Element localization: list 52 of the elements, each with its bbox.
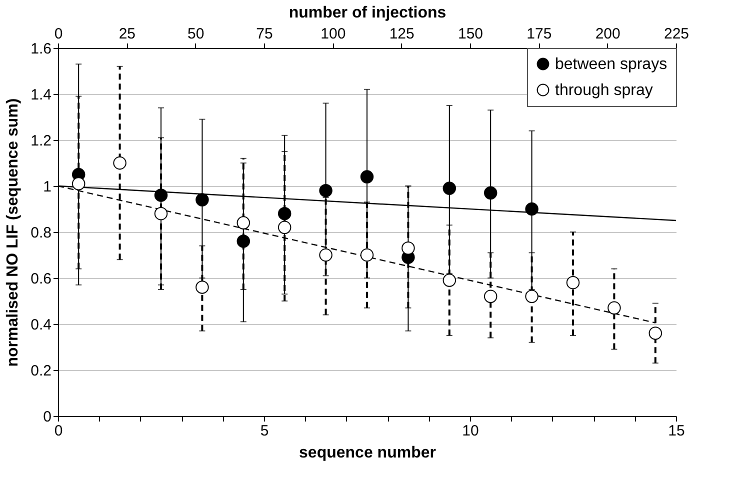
point bbox=[360, 170, 374, 184]
point bbox=[484, 186, 498, 200]
x-tick-label: 10 bbox=[462, 422, 479, 440]
point bbox=[236, 216, 250, 230]
x2-tick-label: 50 bbox=[187, 26, 204, 42]
point bbox=[236, 234, 250, 248]
legend-label: through spray bbox=[555, 82, 653, 99]
point bbox=[154, 206, 168, 220]
x-tick-label: 0 bbox=[54, 422, 63, 440]
point bbox=[113, 156, 126, 170]
x2-tick-label: 125 bbox=[389, 26, 414, 42]
point bbox=[72, 177, 86, 190]
point bbox=[196, 193, 209, 206]
point bbox=[360, 248, 374, 262]
x2-tick-label: 25 bbox=[118, 26, 136, 42]
legend-label: between sprays bbox=[555, 56, 668, 73]
y-tick-label: 1 bbox=[43, 178, 52, 196]
x2-tick-label: 150 bbox=[458, 26, 484, 42]
y-tick-label: 0 bbox=[43, 408, 52, 426]
x-axis-title: sequence number bbox=[299, 444, 436, 462]
x2-tick-label: 225 bbox=[664, 26, 690, 42]
y-tick-label: 0.8 bbox=[30, 224, 52, 242]
x2-tick-label: 100 bbox=[320, 26, 346, 42]
point bbox=[402, 241, 415, 255]
y-tick-label: 0.4 bbox=[30, 316, 52, 334]
point bbox=[525, 290, 538, 304]
point bbox=[278, 206, 292, 220]
point bbox=[525, 202, 538, 216]
point bbox=[278, 220, 292, 234]
point bbox=[442, 182, 456, 195]
x-tick-label: 15 bbox=[668, 422, 685, 440]
point bbox=[608, 301, 621, 315]
x2-tick-label: 75 bbox=[256, 26, 273, 42]
x2-tick-label: 0 bbox=[54, 26, 63, 42]
x2-tick-label: 175 bbox=[526, 26, 552, 42]
x2-axis-title: number of injections bbox=[288, 4, 446, 22]
y-tick-label: 0.6 bbox=[30, 270, 52, 288]
point bbox=[154, 188, 168, 202]
y-tick-label: 1.2 bbox=[30, 132, 52, 150]
point bbox=[319, 184, 332, 198]
y-tick-label: 0.2 bbox=[30, 362, 52, 380]
y-axis-title: normalised NO LIF (sequence sum) bbox=[4, 98, 22, 367]
point bbox=[442, 274, 456, 287]
point bbox=[196, 280, 209, 294]
point bbox=[319, 248, 332, 262]
x-tick-label: 5 bbox=[260, 422, 269, 440]
y-tick-label: 1.4 bbox=[30, 86, 52, 104]
x2-tick-label: 200 bbox=[595, 26, 620, 42]
point bbox=[648, 326, 662, 340]
point bbox=[566, 276, 580, 290]
y-tick-label: 1.6 bbox=[30, 40, 52, 58]
point bbox=[484, 290, 498, 304]
